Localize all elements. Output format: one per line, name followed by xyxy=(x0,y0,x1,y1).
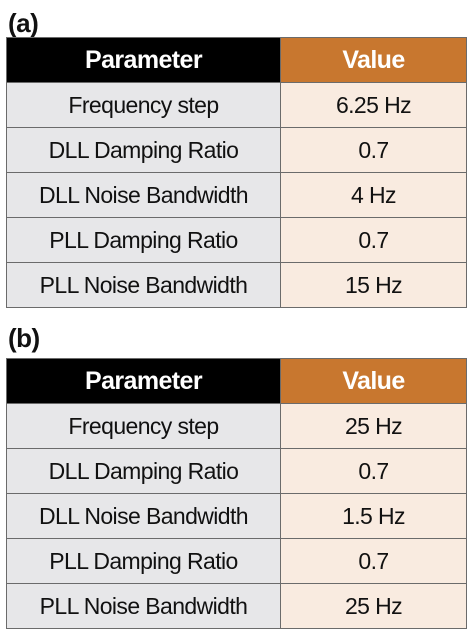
parameter-cell: PLL Noise Bandwidth xyxy=(6,262,281,308)
parameter-cell: DLL Damping Ratio xyxy=(6,448,281,494)
value-cell: 25 Hz xyxy=(280,403,467,449)
table-header-row: Parameter Value xyxy=(6,37,467,83)
table-row: DLL Damping Ratio 0.7 xyxy=(6,127,467,173)
value-cell: 0.7 xyxy=(280,538,467,584)
parameter-cell: DLL Noise Bandwidth xyxy=(6,172,281,218)
value-header: Value xyxy=(280,358,467,404)
parameter-cell: Frequency step xyxy=(6,82,281,128)
table-row: PLL Noise Bandwidth 25 Hz xyxy=(6,583,467,629)
table-row: PLL Noise Bandwidth 15 Hz xyxy=(6,262,467,308)
value-cell: 0.7 xyxy=(280,448,467,494)
parameter-cell: DLL Noise Bandwidth xyxy=(6,493,281,539)
value-cell: 0.7 xyxy=(280,127,467,173)
parameter-cell: Frequency step xyxy=(6,403,281,449)
parameter-table-b: Parameter Value Frequency step 25 Hz DLL… xyxy=(6,358,467,629)
table-header-row: Parameter Value xyxy=(6,358,467,404)
table-row: PLL Damping Ratio 0.7 xyxy=(6,538,467,584)
table-row: Frequency step 25 Hz xyxy=(6,403,467,449)
parameter-cell: PLL Damping Ratio xyxy=(6,217,281,263)
parameter-table-a: Parameter Value Frequency step 6.25 Hz D… xyxy=(6,37,467,308)
table-row: PLL Damping Ratio 0.7 xyxy=(6,217,467,263)
value-cell: 6.25 Hz xyxy=(280,82,467,128)
table-row: DLL Damping Ratio 0.7 xyxy=(6,448,467,494)
table-row: DLL Noise Bandwidth 4 Hz xyxy=(6,172,467,218)
parameter-cell: PLL Damping Ratio xyxy=(6,538,281,584)
value-header: Value xyxy=(280,37,467,83)
parameter-header: Parameter xyxy=(6,358,281,404)
parameter-cell: DLL Damping Ratio xyxy=(6,127,281,173)
panel-label-a: (a) xyxy=(8,8,39,38)
panel-label-b: (b) xyxy=(8,323,40,353)
value-cell: 1.5 Hz xyxy=(280,493,467,539)
value-cell: 25 Hz xyxy=(280,583,467,629)
table-row: Frequency step 6.25 Hz xyxy=(6,82,467,128)
value-cell: 15 Hz xyxy=(280,262,467,308)
value-cell: 4 Hz xyxy=(280,172,467,218)
parameter-cell: PLL Noise Bandwidth xyxy=(6,583,281,629)
parameter-header: Parameter xyxy=(6,37,281,83)
value-cell: 0.7 xyxy=(280,217,467,263)
table-row: DLL Noise Bandwidth 1.5 Hz xyxy=(6,493,467,539)
